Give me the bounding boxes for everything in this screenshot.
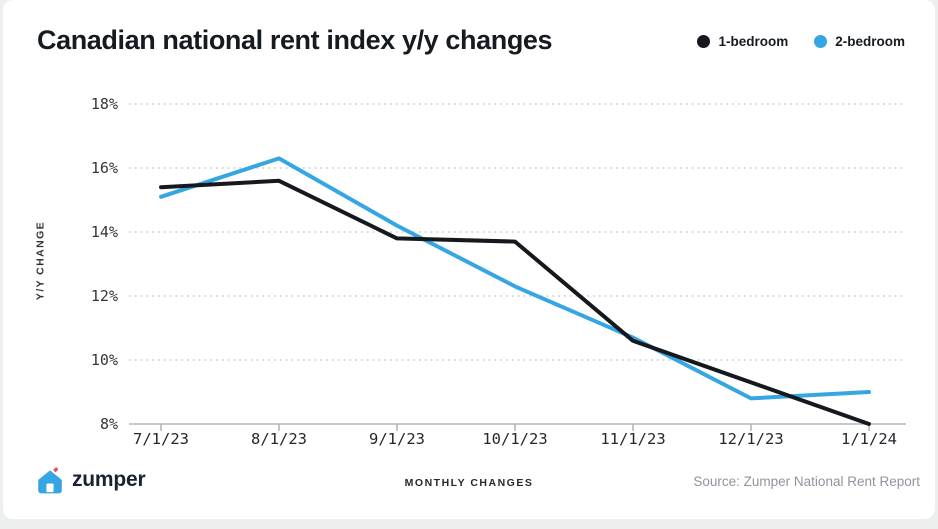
- zumper-logo: zumper: [37, 466, 146, 494]
- x-tick-label-2: 9/1/23: [369, 430, 425, 448]
- x-tick-label-0: 7/1/23: [133, 430, 189, 448]
- y-tick-label-14: 14%: [91, 223, 118, 241]
- line-chart: 8% 10% 12% 14% 16% 18% 7/1/23 8/1/23 9/1/23 10/1/…: [91, 95, 906, 448]
- legend-label-1-bedroom: 1-bedroom: [718, 34, 789, 49]
- series-line-2-bedroom: [159, 156, 871, 401]
- heart-icon: [53, 467, 59, 473]
- legend-dot-1-bedroom-icon: [697, 35, 711, 48]
- source-text: Source: Zumper National Rent Report: [693, 474, 920, 489]
- y-tick-label-8: 8%: [100, 415, 118, 433]
- x-tick-label-1: 8/1/23: [251, 430, 307, 448]
- y-tick-label-16: 16%: [91, 159, 118, 177]
- legend-label-2-bedroom: 2-bedroom: [835, 34, 905, 49]
- legend: 1-bedroom 2-bedroom: [697, 34, 905, 49]
- x-tick-label-5: 12/1/23: [718, 430, 783, 448]
- y-tick-label-12: 12%: [91, 287, 118, 305]
- chart-card: Canadian national rent index y/y changes…: [3, 0, 935, 519]
- chart-title: Canadian national rent index y/y changes: [37, 25, 553, 55]
- legend-dot-2-bedroom-icon: [814, 35, 828, 48]
- x-tick-label-4: 11/1/23: [600, 430, 665, 448]
- chart-header: Canadian national rent index y/y changes…: [37, 25, 905, 56]
- y-axis-title: Y/Y CHANGE: [34, 220, 47, 301]
- legend-item-2-bedroom: 2-bedroom: [814, 34, 905, 49]
- zumper-logo-text: zumper: [72, 468, 146, 491]
- house-icon: [38, 467, 62, 494]
- x-tick-label-6: 1/1/24: [841, 430, 897, 448]
- y-tick-label-18: 18%: [91, 95, 118, 113]
- series-line-1-bedroom: [159, 178, 871, 426]
- legend-item-1-bedroom: 1-bedroom: [697, 34, 788, 49]
- y-tick-label-10: 10%: [91, 351, 118, 369]
- x-tick-label-3: 10/1/23: [482, 430, 547, 448]
- x-axis-title: MONTHLY CHANGES: [404, 477, 534, 489]
